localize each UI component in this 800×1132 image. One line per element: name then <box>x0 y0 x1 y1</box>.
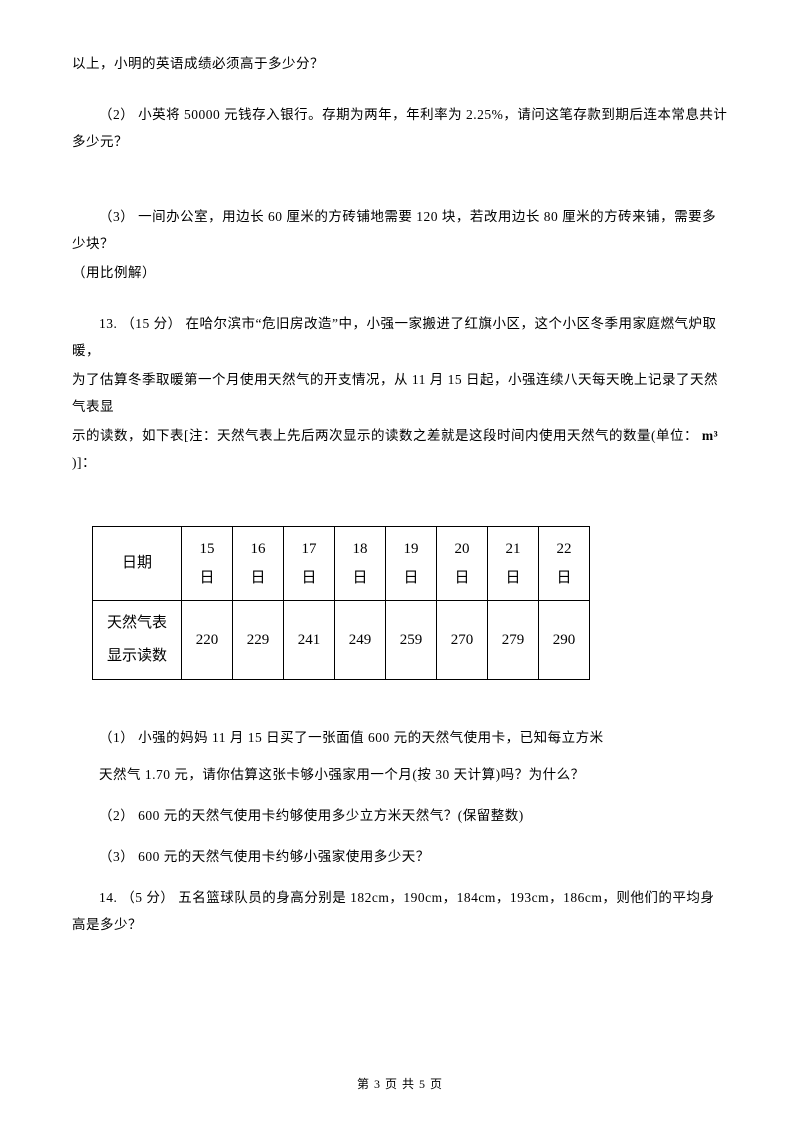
row2-head-l1: 天然气表 <box>107 615 167 631</box>
q12-sub3-line2: （用比例解） <box>72 259 728 286</box>
q13-line3-pre: 示的读数，如下表[注：天然气表上先后两次显示的读数之差就是这段时间内使用天然气的… <box>72 428 702 443</box>
date-cell: 21日 <box>488 527 539 601</box>
value-cell: 259 <box>386 601 437 680</box>
q-prev-fragment: 以上，小明的英语成绩必须高于多少分？ <box>72 50 728 77</box>
date-cell: 17日 <box>284 527 335 601</box>
date-cell: 16日 <box>233 527 284 601</box>
row2-head-l2: 显示读数 <box>107 648 167 664</box>
unit-m3: m³ <box>702 428 718 443</box>
q13-line2: 为了估算冬季取暖第一个月使用天然气的开支情况，从 11 月 15 日起，小强连续… <box>72 366 728 420</box>
row1-head-text: 日期 <box>122 555 152 571</box>
q13-sub1-line2: 天然气 1.70 元，请你估算这张卡够小强家用一个月(按 30 天计算)吗？为什… <box>72 761 728 788</box>
gas-table: 日期 15日 16日 17日 18日 19日 20日 21日 22日 天然气表 … <box>92 526 590 680</box>
date-cell: 22日 <box>539 527 590 601</box>
value-cell: 270 <box>437 601 488 680</box>
table-row: 日期 15日 16日 17日 18日 19日 20日 21日 22日 <box>93 527 590 601</box>
date-cell: 20日 <box>437 527 488 601</box>
q13-line3-post: )]： <box>72 455 96 470</box>
q13-line1: 13. （15 分） 在哈尔滨市“危旧房改造”中，小强一家搬进了红旗小区，这个小… <box>72 310 728 364</box>
table-row: 天然气表 显示读数 220 229 241 249 259 270 279 29… <box>93 601 590 680</box>
q13-sub1-line1: （1） 小强的妈妈 11 月 15 日买了一张面值 600 元的天然气使用卡，已… <box>72 724 728 751</box>
q14: 14. （5 分） 五名篮球队员的身高分别是 182cm，190cm，184cm… <box>72 884 728 938</box>
q13-line3: 示的读数，如下表[注：天然气表上先后两次显示的读数之差就是这段时间内使用天然气的… <box>72 422 728 476</box>
q12-sub3-line1: （3） 一间办公室，用边长 60 厘米的方砖铺地需要 120 块，若改用边长 8… <box>72 203 728 257</box>
row2-head: 天然气表 显示读数 <box>93 601 182 680</box>
row1-head: 日期 <box>93 527 182 601</box>
value-cell: 290 <box>539 601 590 680</box>
q12-sub2: （2） 小英将 50000 元钱存入银行。存期为两年，年利率为 2.25%，请问… <box>72 101 728 155</box>
value-cell: 249 <box>335 601 386 680</box>
date-cell: 19日 <box>386 527 437 601</box>
q13-sub3: （3） 600 元的天然气使用卡约够小强家使用多少天？ <box>72 843 728 870</box>
value-cell: 220 <box>182 601 233 680</box>
value-cell: 241 <box>284 601 335 680</box>
date-cell: 18日 <box>335 527 386 601</box>
value-cell: 229 <box>233 601 284 680</box>
q13-sub2: （2） 600 元的天然气使用卡约够使用多少立方米天然气？(保留整数) <box>72 802 728 829</box>
value-cell: 279 <box>488 601 539 680</box>
date-cell: 15日 <box>182 527 233 601</box>
page-footer: 第 3 页 共 5 页 <box>0 1075 800 1092</box>
